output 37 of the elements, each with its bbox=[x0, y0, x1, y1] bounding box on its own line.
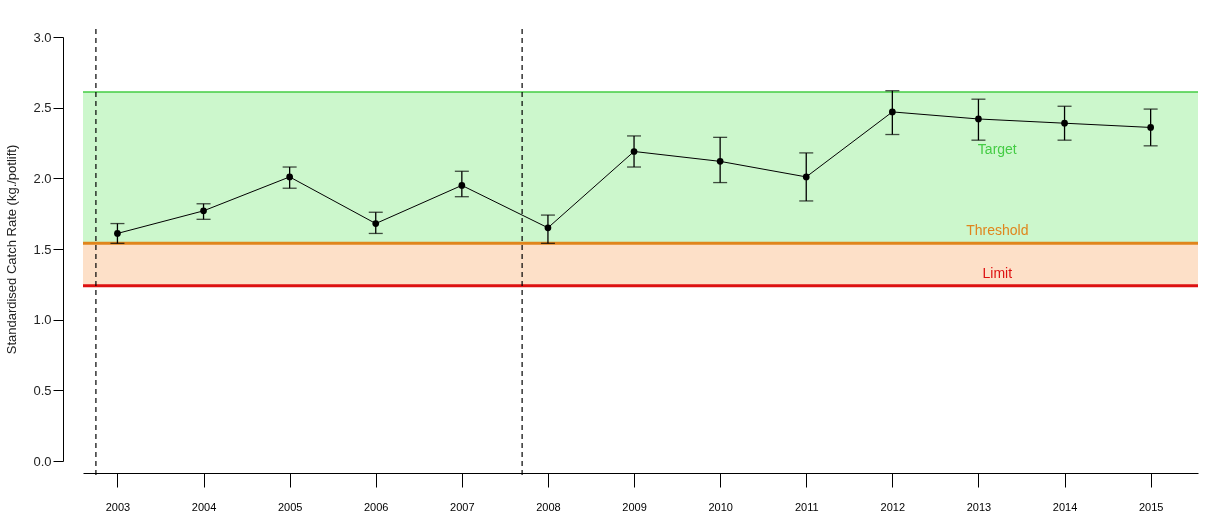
x-tick-label: 2013 bbox=[966, 500, 992, 512]
point bbox=[458, 182, 466, 189]
point bbox=[802, 173, 810, 181]
x-tick-label: 2004 bbox=[191, 500, 217, 512]
point bbox=[1147, 124, 1154, 131]
point bbox=[630, 148, 638, 155]
x-tick-label: 2005 bbox=[277, 500, 303, 512]
y-tick-label: 2.5 bbox=[33, 100, 52, 116]
x-tick-label: 2006 bbox=[364, 500, 389, 512]
y-tick-label: 1.0 bbox=[33, 312, 52, 328]
y-tick-label: 0.0 bbox=[33, 453, 52, 469]
ref-line-label: Limit bbox=[982, 264, 1013, 281]
y-tick-label: 2.0 bbox=[33, 170, 52, 186]
x-tick-label: 2010 bbox=[708, 500, 733, 512]
ref-line-label: Target bbox=[977, 141, 1017, 158]
x-tick-label: 2008 bbox=[536, 500, 561, 512]
point bbox=[200, 207, 207, 215]
point bbox=[888, 108, 896, 116]
point bbox=[286, 173, 293, 181]
ref-line-label: Threshold bbox=[966, 222, 1029, 239]
point bbox=[975, 115, 982, 123]
y-tick-label: 0.5 bbox=[33, 382, 52, 398]
x-tick-label: 2003 bbox=[105, 500, 131, 512]
point bbox=[544, 224, 552, 232]
x-tick-label: 2014 bbox=[1052, 500, 1078, 512]
point bbox=[114, 230, 121, 237]
point bbox=[1061, 119, 1068, 127]
x-tick-label: 2009 bbox=[622, 500, 647, 512]
point bbox=[716, 158, 724, 165]
point bbox=[372, 220, 380, 227]
x-tick-label: 2015 bbox=[1138, 500, 1164, 512]
y-tick-label: 1.5 bbox=[33, 241, 52, 257]
y-axis-title: Standardised Catch Rate (kg./potlift) bbox=[4, 144, 20, 355]
y-tick-label: 3.0 bbox=[33, 29, 52, 45]
x-tick-label: 2012 bbox=[880, 500, 906, 512]
x-tick-label: 2011 bbox=[794, 500, 819, 512]
x-tick-label: 2007 bbox=[450, 500, 475, 512]
